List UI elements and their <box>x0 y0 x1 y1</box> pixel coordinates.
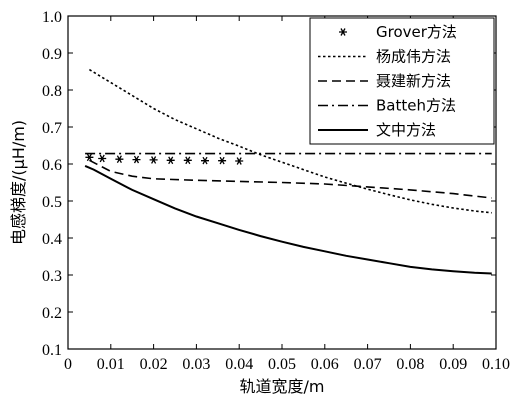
data-point-star <box>115 155 124 164</box>
x-tick-label: 0.01 <box>97 356 125 373</box>
legend-label: 杨成伟方法 <box>376 48 451 66</box>
y-tick-label: 0.8 <box>42 83 62 100</box>
data-point-star <box>183 156 192 165</box>
y-tick-label: 0.3 <box>42 268 62 285</box>
legend-label: Batteh方法 <box>376 97 456 115</box>
x-tick-label: 0.08 <box>396 356 424 373</box>
data-point-star <box>166 156 175 165</box>
series-line <box>88 68 492 214</box>
data-point-star <box>235 157 244 165</box>
x-tick-label: 0.10 <box>482 356 510 373</box>
y-tick-label: 0.6 <box>42 157 62 174</box>
y-tick-label: 0.2 <box>42 305 62 322</box>
x-tick-label: 0.04 <box>225 356 253 373</box>
series-2 <box>88 68 492 214</box>
x-tick-label: 0.09 <box>439 356 467 373</box>
data-point-star <box>132 155 141 164</box>
y-tick-label: 0.1 <box>42 342 62 359</box>
data-point-star <box>98 154 107 163</box>
x-axis-label: 轨道宽度/m <box>240 377 325 396</box>
series-5 <box>84 164 492 275</box>
series-line <box>89 159 492 199</box>
data-point-star <box>201 156 209 165</box>
y-tick-label: 0.9 <box>42 46 62 63</box>
y-tick-label: 1.0 <box>42 9 62 26</box>
legend-swatch-star <box>339 28 347 36</box>
legend-label: 聂建新方法 <box>376 72 451 90</box>
series-3 <box>89 159 492 199</box>
x-tick-label: 0 <box>64 356 72 373</box>
y-tick-label: 0.4 <box>42 231 62 248</box>
series-line <box>84 164 492 275</box>
series-1 <box>85 153 244 165</box>
data-point-star <box>218 156 227 165</box>
legend-label: 文中方法 <box>376 121 436 139</box>
data-point-star <box>149 156 158 164</box>
x-tick-label: 0.05 <box>268 356 296 373</box>
x-tick-label: 0.07 <box>354 356 382 373</box>
data-point-star <box>85 153 94 162</box>
series-layer <box>84 68 492 275</box>
x-tick-label: 0.02 <box>140 356 168 373</box>
y-tick-label: 0.7 <box>42 120 62 137</box>
y-tick-label: 0.5 <box>42 194 62 211</box>
ticks: 0 0.01 0.02 0.03 0.04 0.05 0.06 0.07 0.08 0.09 0.1… <box>42 9 510 373</box>
x-tick-label: 0.03 <box>182 356 210 373</box>
x-tick-label: 0.06 <box>311 356 339 373</box>
y-axis-label: 电感梯度/(μH/m) <box>9 120 28 245</box>
legend-label: Grover方法 <box>376 23 457 41</box>
